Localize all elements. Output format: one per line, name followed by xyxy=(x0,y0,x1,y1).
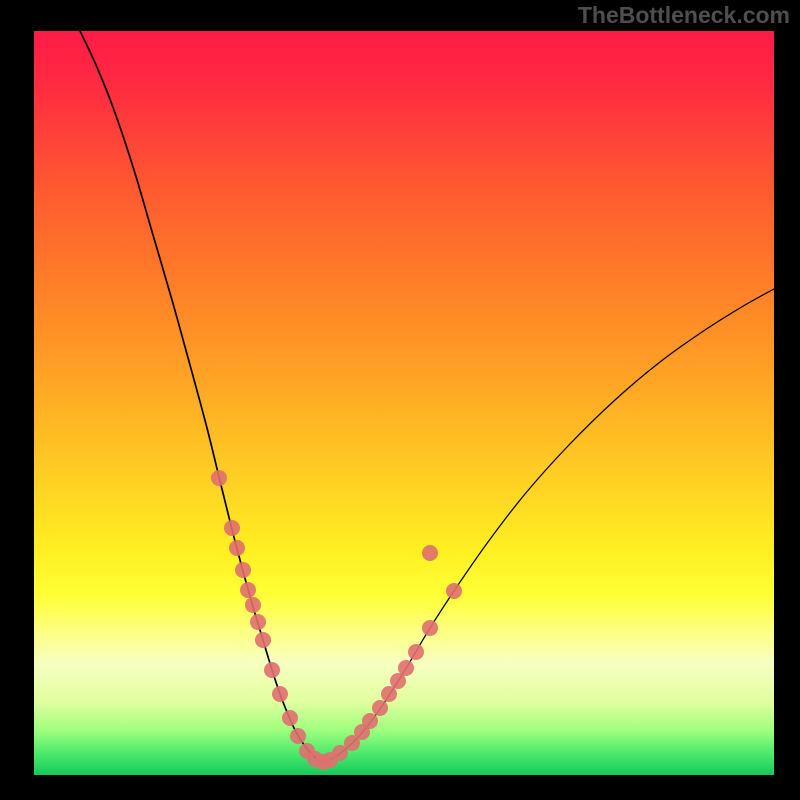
scatter-point xyxy=(211,470,227,486)
scatter-point xyxy=(229,540,245,556)
chart-svg xyxy=(0,0,800,800)
scatter-point xyxy=(235,562,251,578)
scatter-point xyxy=(422,620,438,636)
scatter-point xyxy=(408,644,424,660)
scatter-point xyxy=(240,582,256,598)
scatter-point xyxy=(362,713,378,729)
scatter-point xyxy=(282,710,298,726)
scatter-point xyxy=(372,700,388,716)
scatter-point xyxy=(272,686,288,702)
scatter-point xyxy=(290,728,306,744)
scatter-point xyxy=(422,545,438,561)
scatter-point xyxy=(381,686,397,702)
chart-frame: TheBottleneck.com xyxy=(0,0,800,800)
scatter-point xyxy=(264,662,280,678)
scatter-point xyxy=(398,660,414,676)
scatter-point xyxy=(245,597,261,613)
scatter-point xyxy=(446,583,462,599)
scatter-point xyxy=(224,520,240,536)
scatter-point xyxy=(255,632,271,648)
watermark-text: TheBottleneck.com xyxy=(578,2,790,29)
scatter-point xyxy=(250,614,266,630)
